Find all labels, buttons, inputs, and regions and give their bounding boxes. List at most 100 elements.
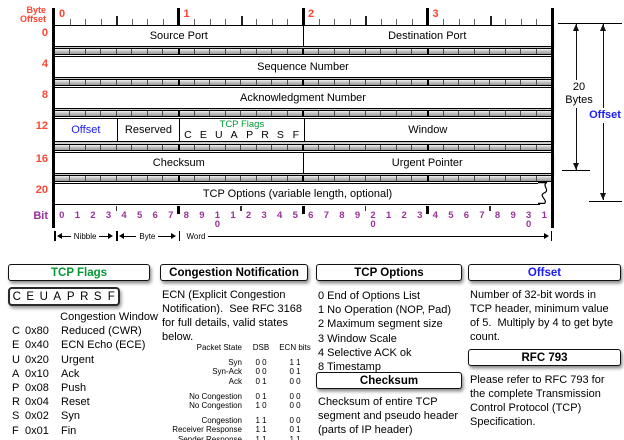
bit-cell (474, 145, 491, 150)
checksum-paragraph: Checksum of entire TCP segment and pseud… (318, 396, 462, 436)
twenty-bytes-label: 20 Bytes (557, 80, 601, 108)
bit-cell (459, 111, 475, 116)
flag-letter-c: C (184, 129, 192, 141)
bit-cell (365, 80, 382, 85)
strip-letter-p: P (66, 290, 75, 303)
ecn-cell: Syn (228, 358, 242, 368)
bit-cell (241, 111, 257, 116)
ruler-tick (380, 19, 382, 25)
ecn-header-cell: Packet State (196, 343, 242, 352)
bit-cell (241, 145, 257, 150)
bit-cell (85, 111, 102, 116)
strip-letter-r: R (80, 290, 89, 303)
bit-number: 3 (412, 210, 428, 229)
bit-cell (319, 145, 335, 150)
panel-title-tcp-options: TCP Options (316, 264, 462, 281)
bit-cell (101, 176, 117, 181)
bit-cell (194, 111, 211, 116)
bit-cell (536, 49, 551, 54)
ruler-tick (536, 19, 538, 25)
ecn-row: Ack 0 1 0 0 (160, 377, 316, 386)
bit-cell (443, 111, 460, 116)
bit-cell (428, 145, 444, 150)
bit-cell (225, 111, 242, 116)
option-item: 2 Maximum segment size (318, 318, 443, 331)
bit-cell (304, 176, 320, 181)
bit-cell (428, 111, 444, 116)
offset-annotation-label: Offset (584, 108, 624, 123)
row-label-20: 20 (35, 184, 48, 196)
row-12: Offset Reserved TCP Flags C E U A P R S … (54, 118, 552, 142)
bit-cell (101, 111, 117, 116)
digit: 1 (74, 210, 80, 221)
byte-span: Byte (116, 230, 178, 242)
bit-separator-bar (54, 48, 552, 55)
panel-title-checksum: Checksum (316, 372, 462, 389)
ecn-cell: 1 1 (289, 358, 301, 368)
bit-number: 6 (303, 211, 319, 229)
strip-letter-c: C (12, 290, 21, 303)
bit-cell (365, 176, 382, 181)
flag-item: E 0x40 ECN Echo (ECE) (12, 338, 158, 352)
strip-letter-f: F (107, 290, 115, 303)
digit: 5 (136, 210, 143, 221)
bit-cell (536, 145, 551, 150)
bit-cell (116, 111, 133, 116)
digit: 9 (510, 210, 516, 221)
flag-letter: A (12, 367, 20, 380)
row-label-8: 8 (41, 89, 48, 101)
bit-cell (521, 49, 537, 54)
bit-cell (55, 111, 71, 116)
bit-cell (70, 49, 86, 54)
strip-letter-u: U (39, 290, 48, 303)
bit-number: 6 (459, 210, 475, 229)
annotation-top-line (558, 23, 622, 24)
panel-title-offset: Offset (468, 264, 621, 281)
bit-cell (505, 80, 522, 85)
bit-cell (179, 176, 195, 181)
flag-name: Urgent (61, 353, 95, 366)
bit-cell (443, 176, 460, 181)
ecn-row: No Congestion 0 1 0 0 (160, 392, 316, 401)
bit-cell (505, 49, 522, 54)
digit: 3 (417, 210, 423, 221)
bit-number: 9 (505, 210, 521, 229)
bit-cell (85, 176, 102, 181)
row-20: TCP Options (variable length, optional) (54, 183, 540, 205)
bit-cell (225, 80, 242, 85)
ecn-row: Sender Response 1 1 1 1 (160, 435, 316, 440)
digit: 4 (432, 210, 438, 221)
byte-tick (426, 8, 429, 25)
flag-name: ECN Echo (ECE) (61, 339, 146, 352)
ecn-cell: Congestion (201, 416, 242, 426)
bit-cell (304, 49, 320, 54)
bit-cell (474, 176, 491, 181)
torn-edge-icon (538, 182, 548, 204)
twenty-bytes-line2: Bytes (565, 94, 593, 106)
flag-letter: U (12, 353, 20, 366)
digit: 7 (479, 210, 485, 221)
bit-cell (474, 49, 491, 54)
flag-name: Push (61, 382, 87, 395)
bit-number: 0 (54, 211, 70, 229)
bit-cell (474, 111, 491, 116)
bit-cell (334, 111, 351, 116)
digit: 6 (463, 210, 470, 221)
bit-cell (272, 49, 288, 54)
digit: 3 (105, 210, 112, 221)
bit-cell (85, 145, 102, 150)
bit-cell (287, 111, 304, 116)
bit-number: 5 (287, 211, 303, 229)
bit-cell (272, 111, 288, 116)
left-boundary-line (52, 8, 55, 228)
flag-letter: S (12, 410, 20, 423)
bit-cell (147, 176, 164, 181)
bit-cell (536, 176, 551, 181)
arrow-right-icon (170, 233, 176, 239)
field-source-port: Source Port (55, 26, 304, 46)
ruler-tick (474, 19, 476, 25)
flag-item: C 0x80 Reduced (CWR) (12, 324, 158, 338)
